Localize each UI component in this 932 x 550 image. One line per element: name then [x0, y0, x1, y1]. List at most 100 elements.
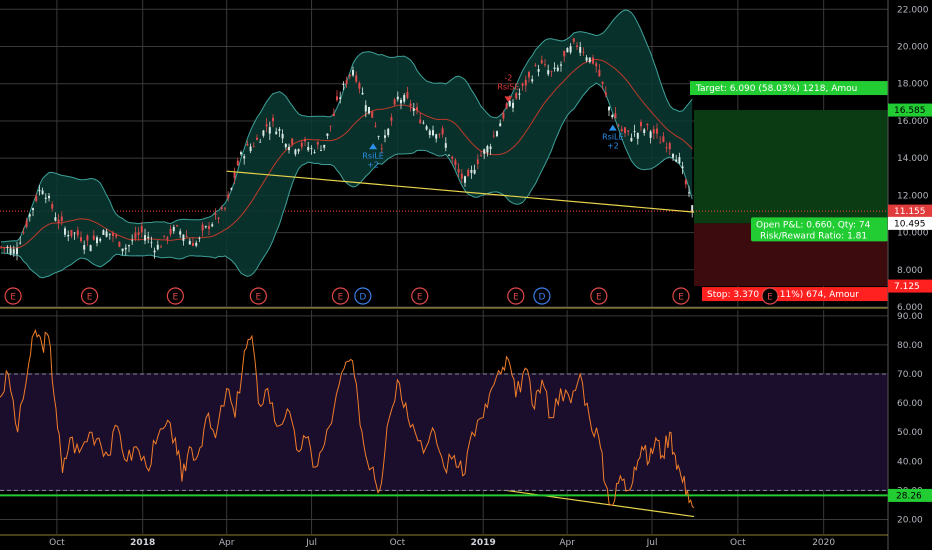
signal-label: RsiSE [497, 82, 519, 91]
candle-body [198, 237, 201, 239]
candle-body [540, 60, 543, 64]
candle-body [611, 115, 614, 118]
candle-body [646, 124, 649, 126]
price-tag-entry [888, 216, 932, 230]
candle-body [294, 149, 297, 155]
candle-body [86, 235, 89, 241]
event-marker-earnings [80, 287, 99, 305]
candle-body [54, 217, 57, 221]
stop-label-bg [702, 287, 888, 302]
oscillator-tag [888, 488, 932, 502]
event-marker-earnings [411, 287, 429, 305]
candle-body [483, 149, 486, 154]
candle-body [403, 95, 406, 102]
candle-body [396, 96, 399, 100]
price-trendline [226, 170, 695, 213]
candle-body [672, 154, 674, 158]
price-tag-text-target: 16.585 [894, 106, 926, 116]
candle-body [278, 129, 281, 131]
candle-body [67, 234, 70, 237]
candle-body [547, 70, 550, 75]
price-axis-tick: 14.000 [897, 154, 929, 164]
candle-body [662, 136, 665, 142]
price-axis-tick: 6.000 [897, 303, 923, 313]
price-tags: 16.585 11.155 10.495 7.125 28.26 [888, 103, 932, 502]
signal-sub: -2 [504, 73, 512, 82]
price-tag-text-entry: 10.495 [894, 219, 926, 229]
candle-body [355, 75, 358, 82]
candle-body [454, 160, 457, 166]
candle-body [579, 46, 582, 53]
event-label: E [678, 293, 684, 303]
time-axis-tick: Apr [559, 538, 575, 548]
event-marker-dividend [354, 287, 372, 305]
candle-body [227, 194, 230, 198]
candle-body [140, 225, 143, 233]
candle-body [374, 125, 377, 127]
candle-body [576, 45, 578, 47]
pnl-label-bg [751, 217, 888, 242]
candle-body [291, 138, 294, 145]
candle-body [448, 154, 450, 156]
candle-body [262, 130, 265, 136]
candle-body [240, 152, 242, 155]
candle-body [339, 97, 342, 99]
candle-body [560, 64, 562, 66]
candle-body [416, 107, 418, 111]
candle-body [566, 48, 569, 53]
candle-body [243, 156, 246, 159]
event-marker-earnings [672, 287, 690, 305]
candle-body [115, 234, 118, 237]
candle-body [537, 69, 540, 72]
candle-body [620, 129, 623, 132]
candle-body [348, 74, 351, 77]
candle-body [665, 147, 668, 149]
bollinger-fill [1, 10, 693, 278]
candle-body [336, 96, 338, 101]
event-marker-earnings [590, 287, 608, 305]
candle-body [208, 225, 210, 229]
candle-body [627, 130, 630, 132]
candle-body [556, 67, 559, 71]
candle-body [572, 38, 575, 42]
candle-body [265, 124, 268, 127]
candle-body [604, 92, 607, 96]
candle-body [553, 67, 556, 69]
candle-body [691, 205, 694, 212]
oscillator-axis-tick: 70.00 [897, 370, 923, 380]
candle-body [38, 189, 41, 192]
candle-body [105, 231, 108, 237]
candle-body [6, 246, 9, 249]
candle-body [528, 71, 530, 78]
price-axis-tick: 18.000 [897, 80, 929, 90]
candle-body [76, 230, 79, 236]
candle-body [300, 142, 303, 147]
event-marker-earnings [166, 287, 184, 305]
candle-body [51, 204, 54, 209]
event-marker-dividend [533, 287, 551, 305]
position-tool[interactable]: Target: 6.090 (58.03%) 1218, Amou Open P&… [0, 81, 888, 302]
candle-body [492, 135, 495, 137]
candle-body [188, 240, 191, 245]
price-tag-target [888, 103, 932, 117]
price-axis-tick: 8.000 [897, 266, 923, 276]
candle-body [25, 220, 28, 227]
candle-body [390, 117, 393, 121]
candle-body [460, 173, 463, 179]
candle-body [364, 105, 367, 112]
risk-reward-label: Risk/Reward Ratio: 1.81 [760, 231, 867, 241]
candle-body [275, 131, 278, 135]
oscillator-tag-text: 28.26 [896, 491, 922, 501]
candle-body [601, 81, 604, 84]
price-tag-text-last: 11.155 [894, 207, 926, 217]
candle-body [406, 91, 409, 99]
candle-body [44, 197, 47, 199]
candle-body [505, 103, 508, 109]
signal-sub: +2 [367, 160, 379, 169]
candle-body [204, 226, 207, 228]
candle-body [425, 126, 428, 130]
candle-body [598, 69, 601, 77]
